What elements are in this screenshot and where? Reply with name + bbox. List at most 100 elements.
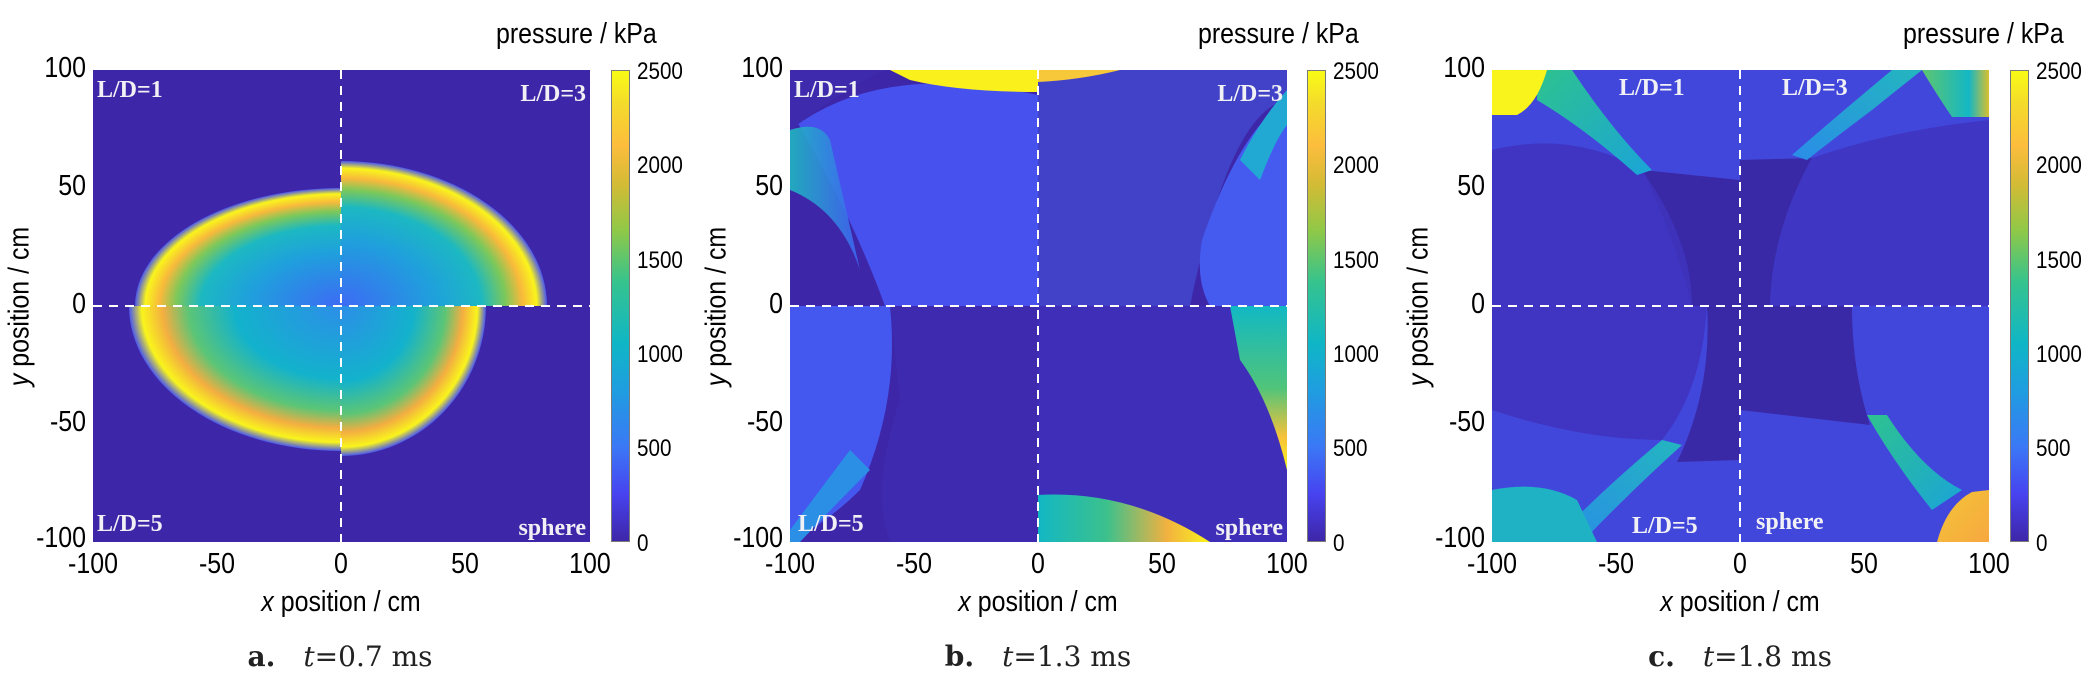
- ytick-c-100: 100: [1443, 52, 1485, 84]
- quad-label-ld1-b: L/D=1: [794, 77, 860, 103]
- corner-hotspot-c-ld1: [1492, 70, 1547, 115]
- cbtick-b-1000: 1000: [1333, 341, 1379, 368]
- colorbar-b: [1307, 70, 1326, 542]
- lobe-c-ld3: [1770, 120, 1989, 306]
- quad-label-ld5-b: L/D=5: [798, 511, 864, 537]
- colorbar-c: [2010, 70, 2029, 542]
- reflection-front-b-ld1: [790, 126, 860, 270]
- ytick-b-100: 100: [741, 52, 783, 84]
- heatmap-a-svg: [93, 70, 590, 542]
- ytick-c-50: 50: [1457, 170, 1485, 202]
- xlabel-c: x position / cm: [1660, 586, 1820, 618]
- lobe-c-ld5: [1492, 306, 1707, 440]
- ytick-b-minus50: -50: [746, 406, 783, 438]
- cbtick-a-2500: 2500: [637, 58, 683, 85]
- cbtick-c-2000: 2000: [2036, 152, 2082, 179]
- xlabel-b: x position / cm: [958, 586, 1118, 618]
- xtick-a-100: 100: [569, 548, 611, 580]
- corner-hotspot-c-ld3: [1922, 70, 1989, 117]
- xtick-a-minus100: -100: [68, 548, 118, 580]
- xtick-c-minus50: -50: [1597, 548, 1635, 580]
- corner-hotspot-c-sphere: [1937, 490, 1989, 542]
- xtick-c-50: 50: [1850, 548, 1878, 580]
- quad-label-ld5-c: L/D=5: [1632, 513, 1698, 539]
- ytick-b-50: 50: [755, 170, 783, 202]
- reflection-stripe-c-ld1: [1537, 70, 1652, 175]
- corner-region-b-ld1: [790, 70, 885, 130]
- xlabel-a: x position / cm: [261, 586, 421, 618]
- quad-label-ld1-c: L/D=1: [1619, 75, 1685, 101]
- cbtick-b-2500: 2500: [1333, 58, 1379, 85]
- ytick-c-0: 0: [1471, 288, 1485, 320]
- cbtick-b-2000: 2000: [1333, 152, 1379, 179]
- cbtick-a-2000: 2000: [637, 152, 683, 179]
- wavefront-a-sphere: [341, 306, 486, 456]
- cbtick-c-1000: 1000: [2036, 341, 2082, 368]
- caption-c: c. t=1.8 ms: [1648, 640, 1832, 673]
- ytick-a-50: 50: [58, 170, 86, 202]
- ylabel-c: y position / cm: [1402, 226, 1435, 387]
- cbtick-c-2500: 2500: [2036, 58, 2082, 85]
- cbtick-c-1500: 1500: [2036, 247, 2082, 274]
- heatmap-b: L/D=1 L/D=3 L/D=5 sphere: [790, 70, 1287, 542]
- xtick-a-minus50: -50: [198, 548, 236, 580]
- center-region-c-ld3: [1740, 158, 1812, 306]
- cbtick-a-0: 0: [637, 530, 649, 557]
- quad-label-ld3-c: L/D=3: [1782, 75, 1848, 101]
- wall-reflection-b-right: [1230, 306, 1287, 470]
- xtick-c-0: 0: [1733, 548, 1747, 580]
- wall-reflection-b-top: [890, 70, 1038, 92]
- xtick-b-100: 100: [1266, 548, 1308, 580]
- center-region-c-ld5: [1677, 306, 1740, 462]
- xtick-a-0: 0: [334, 548, 348, 580]
- xtick-b-minus100: -100: [765, 548, 815, 580]
- colorbar-a: [611, 70, 630, 542]
- xtick-b-minus50: -50: [895, 548, 933, 580]
- cbtick-b-0: 0: [1333, 530, 1345, 557]
- reflection-stripe-c-sphere: [1867, 415, 1962, 510]
- cbtick-b-1500: 1500: [1333, 247, 1379, 274]
- cbtick-a-1500: 1500: [637, 247, 683, 274]
- quad-label-ld3-a: L/D=3: [520, 81, 586, 107]
- quad-label-sphere-a: sphere: [518, 515, 586, 541]
- ytick-a-0: 0: [72, 288, 86, 320]
- reflected-region-b-ld1: [790, 83, 1038, 306]
- ylabel-b: y position / cm: [700, 226, 733, 387]
- colorbar-title-a: pressure / kPa: [496, 18, 657, 50]
- cbtick-b-500: 500: [1333, 435, 1368, 462]
- cbtick-a-1000: 1000: [637, 341, 683, 368]
- ytick-c-minus50: -50: [1448, 406, 1485, 438]
- ytick-c-minus100: -100: [1435, 522, 1485, 554]
- xtick-c-100: 100: [1968, 548, 2010, 580]
- ytick-a-minus100: -100: [36, 522, 86, 554]
- reflection-stripe-b-ld3: [1240, 90, 1287, 180]
- wavefront-a-ld3: [341, 161, 547, 306]
- quad-label-ld3-b: L/D=3: [1217, 81, 1283, 107]
- wavefront-a-ld1: [135, 188, 341, 306]
- quad-label-sphere-b: sphere: [1215, 515, 1283, 541]
- heatmap-a: L/D=1 L/D=3 L/D=5 sphere: [93, 70, 590, 542]
- reflection-stripe-b-ld5: [790, 450, 870, 542]
- colorbar-title-c: pressure / kPa: [1903, 18, 2064, 50]
- ylabel-a: y position / cm: [3, 226, 36, 387]
- wavefront-a-ld5: [129, 306, 341, 451]
- wall-reflection-b-bottom-right: [1038, 494, 1210, 542]
- ytick-b-0: 0: [769, 288, 783, 320]
- ytick-a-minus50: -50: [49, 406, 86, 438]
- wall-reflection-b-top-right: [1038, 70, 1120, 82]
- xtick-b-0: 0: [1031, 548, 1045, 580]
- heatmap-b-svg: [790, 70, 1287, 542]
- heatmap-c-svg: [1492, 70, 1989, 542]
- quad-label-sphere-c: sphere: [1756, 509, 1824, 535]
- xtick-c-minus100: -100: [1467, 548, 1517, 580]
- cbtick-a-500: 500: [637, 435, 672, 462]
- quad-label-ld5-a: L/D=5: [97, 511, 163, 537]
- reflected-region-b-sphere: [1038, 306, 1287, 542]
- colorbar-title-b: pressure / kPa: [1198, 18, 1359, 50]
- xtick-b-50: 50: [1148, 548, 1176, 580]
- quad-label-ld1-a: L/D=1: [97, 77, 163, 103]
- cbtick-c-0: 0: [2036, 530, 2048, 557]
- reflection-stripe-c-ld3: [1792, 70, 1922, 160]
- caption-a: a. t=0.7 ms: [247, 640, 433, 673]
- center-region-b-ld5: [882, 306, 1038, 542]
